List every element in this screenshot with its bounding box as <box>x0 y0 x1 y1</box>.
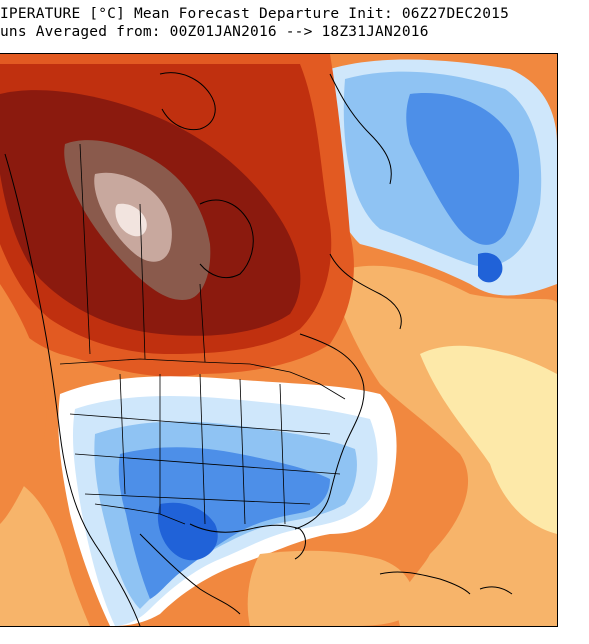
state-lines-5 <box>279 383 286 525</box>
province-lines-2 <box>139 203 146 360</box>
title-line-1: IPERATURE [°C] Mean Forecast Departure I… <box>0 6 509 22</box>
political-boundaries <box>59 143 346 525</box>
state-lines-8 <box>84 493 311 505</box>
state-lines-7 <box>74 453 341 475</box>
light-orange-pacific-south <box>0 474 90 626</box>
coastline-cuba <box>379 571 471 595</box>
atlantic-cold-blue <box>406 93 520 245</box>
coastline-hudson-bay <box>199 199 254 279</box>
state-lines-1 <box>119 373 126 495</box>
us-blue <box>118 447 330 599</box>
province-lines-1 <box>79 143 91 355</box>
border-us-canada <box>59 358 346 400</box>
state-lines-4 <box>239 378 246 525</box>
canada-extreme-warm <box>115 203 147 237</box>
map-panel <box>0 53 558 627</box>
coastline-north-america-east <box>294 333 365 530</box>
coastline-gulf <box>189 523 306 560</box>
coastline-north-america-west <box>4 153 141 626</box>
coastline-greenland <box>329 73 392 185</box>
border-us-mexico <box>94 503 186 525</box>
temperature-anomaly-map <box>0 54 557 626</box>
coastline-mexico <box>139 533 241 615</box>
gulf-light-orange <box>247 550 414 626</box>
atlantic-cold-deep <box>478 252 503 283</box>
pale-yellow-atlantic <box>420 345 557 534</box>
coastline-hispaniola <box>479 586 513 595</box>
header: IPERATURE [°C] Mean Forecast Departure I… <box>0 0 589 52</box>
title-line-2: uns Averaged from: 00Z01JAN2016 --> 18Z3… <box>0 24 429 40</box>
coastline-arctic-islands <box>159 72 216 131</box>
us-deep-blue <box>157 502 218 561</box>
coastlines <box>4 72 513 626</box>
province-lines-3 <box>199 283 206 363</box>
pacific-orange <box>0 284 47 524</box>
state-lines-6 <box>69 413 331 435</box>
coastline-labrador <box>329 253 402 330</box>
